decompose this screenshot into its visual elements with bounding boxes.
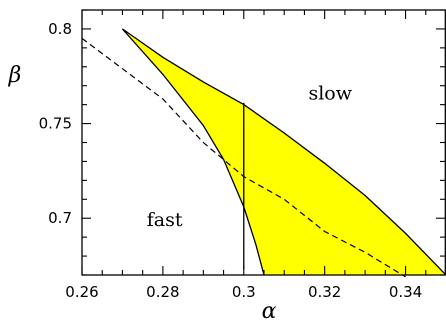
x-tick-label: 0.3 [232,283,256,301]
yellow-shaded-region [122,28,446,275]
y-tick-label: 0.8 [48,20,72,38]
x-tick-label: 0.34 [389,283,422,301]
y-tick-label: 0.7 [48,209,72,227]
region-label-slow: slow [308,82,352,104]
x-tick-label: 0.28 [146,283,179,301]
plot-area [81,28,446,278]
y-axis-label: β [8,63,22,88]
region-label-fast: fast [147,209,183,231]
plot-frame [81,9,446,276]
y-tick-label: 0.75 [39,115,72,133]
tick-labels: 0.26 0.28 0.3 0.32 0.34 0.7 0.75 0.8 [39,20,423,301]
x-tick-label: 0.32 [308,283,341,301]
upper-boundary-curve [122,28,446,276]
x-axis-label: α [262,299,277,322]
lower-boundary-curve [121,28,265,276]
x-tick-label: 0.26 [65,283,98,301]
